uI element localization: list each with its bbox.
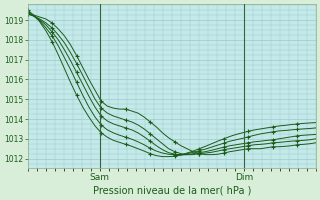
X-axis label: Pression niveau de la mer( hPa ): Pression niveau de la mer( hPa ) (92, 186, 251, 196)
